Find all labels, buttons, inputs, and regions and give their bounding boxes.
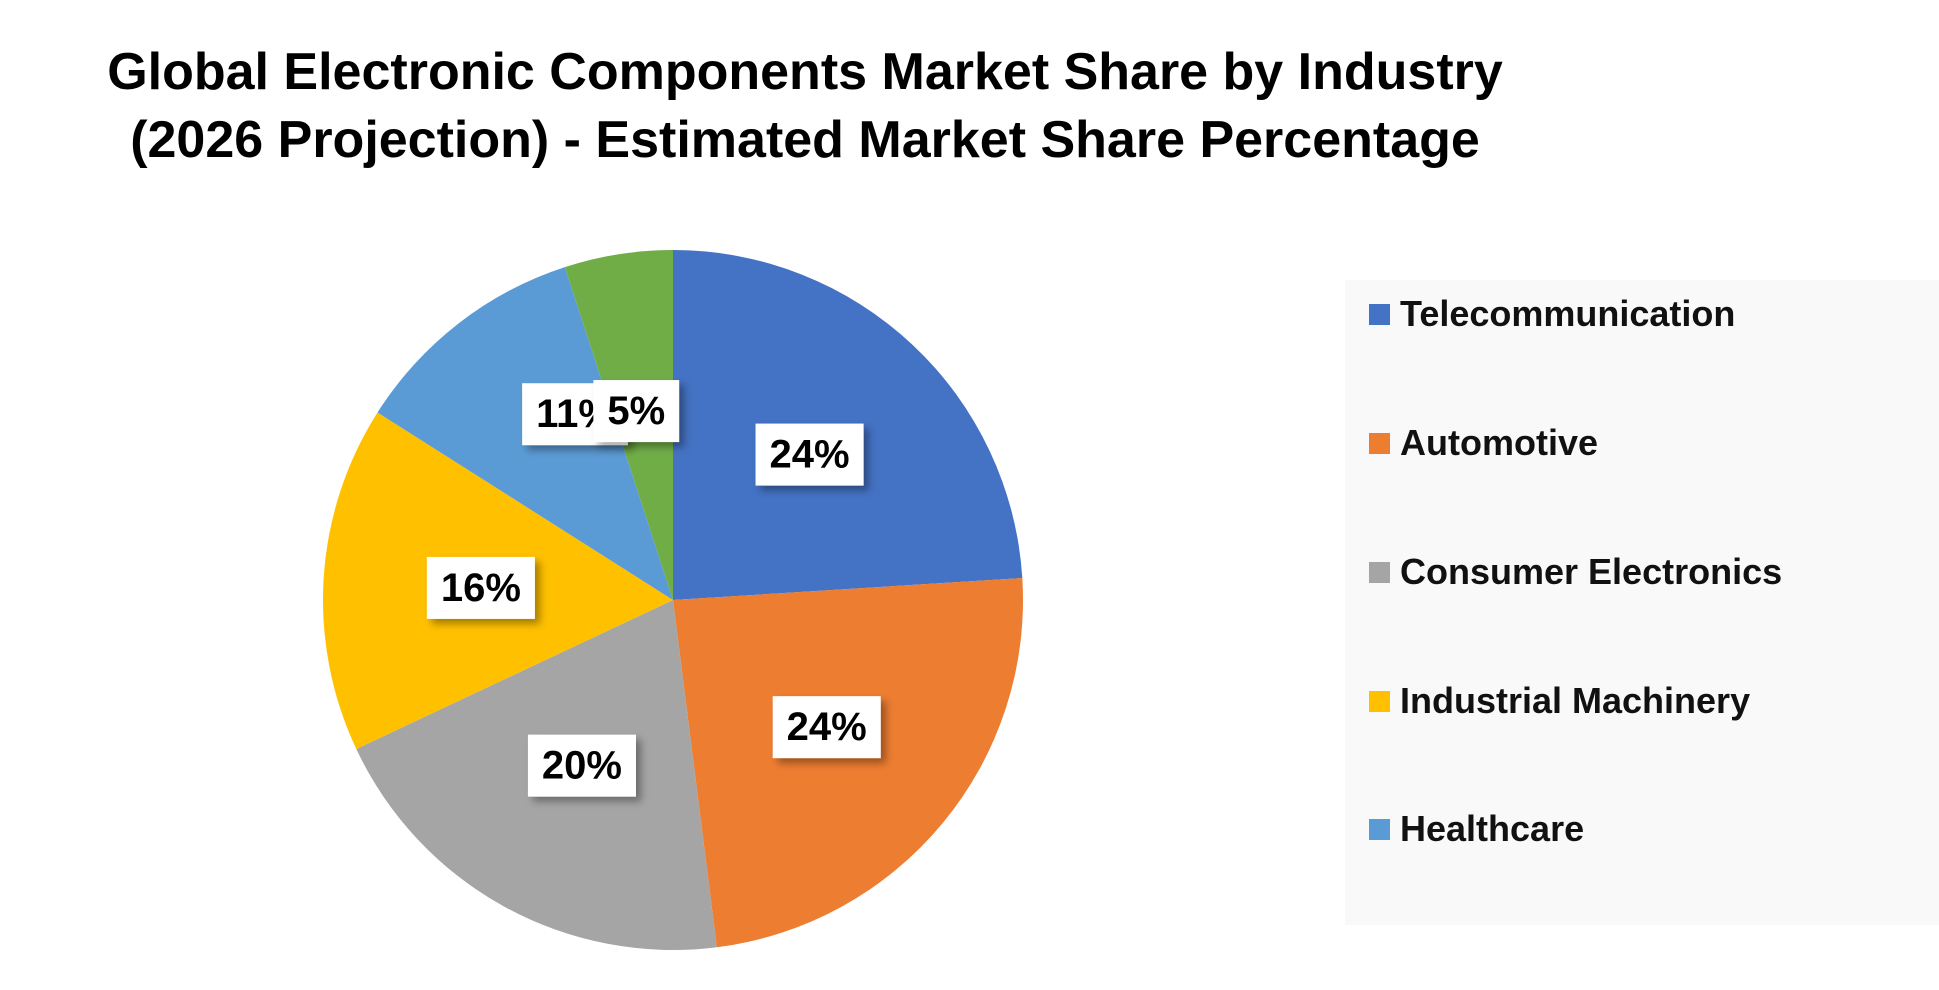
legend-swatch-automotive [1369, 432, 1390, 454]
legend-item-healthcare[interactable]: Healthcare [1369, 808, 1585, 849]
data-label-industrial-machinery: 16% [426, 556, 535, 619]
chart-title-line-1: Global Electronic Components Market Shar… [107, 43, 1503, 101]
data-label-box [426, 556, 535, 619]
data-label-consumer-electronics: 20% [527, 734, 636, 797]
legend-label-telecommunication: Telecommunication [1400, 293, 1736, 334]
legend-swatch-healthcare [1369, 818, 1390, 840]
legend-item-industrial-machinery[interactable]: Industrial Machinery [1369, 680, 1751, 721]
legend: Telecommunication Automotive Consumer El… [1345, 280, 1939, 925]
data-label-text: 16% [441, 566, 521, 610]
chart-title-line-2: (2026 Projection) - Estimated Market Sha… [130, 111, 1480, 169]
data-label-automotive: 24% [772, 696, 881, 759]
data-label-box [772, 696, 881, 759]
data-label-text: 5% [607, 389, 665, 433]
pie-slice-automotive[interactable] [673, 578, 1024, 948]
legend-item-automotive[interactable]: Automotive [1369, 422, 1598, 463]
legend-label-automotive: Automotive [1400, 422, 1598, 463]
data-label-other: 5% [593, 380, 680, 443]
legend-swatch-consumer-electronics [1369, 561, 1390, 583]
legend-label-industrial-machinery: Industrial Machinery [1400, 680, 1751, 721]
data-label-text: 24% [770, 433, 850, 477]
legend-item-telecommunication[interactable]: Telecommunication [1369, 293, 1736, 334]
legend-swatch-industrial-machinery [1369, 690, 1390, 712]
data-label-text: 24% [787, 705, 867, 749]
data-label-box [527, 734, 636, 797]
data-label-text: 20% [542, 744, 622, 788]
legend-item-consumer-electronics[interactable]: Consumer Electronics [1369, 551, 1783, 592]
data-label-box [593, 380, 680, 443]
legend-swatch-telecommunication [1369, 303, 1390, 325]
legend-label-healthcare: Healthcare [1400, 808, 1585, 849]
pie-data-labels: 24%24%20%16%11%5% [426, 380, 881, 797]
data-label-telecommunication: 24% [755, 423, 864, 486]
data-label-box [755, 423, 864, 486]
chart-title: Global Electronic Components Market Shar… [0, 38, 1610, 174]
legend-label-consumer-electronics: Consumer Electronics [1400, 551, 1783, 592]
